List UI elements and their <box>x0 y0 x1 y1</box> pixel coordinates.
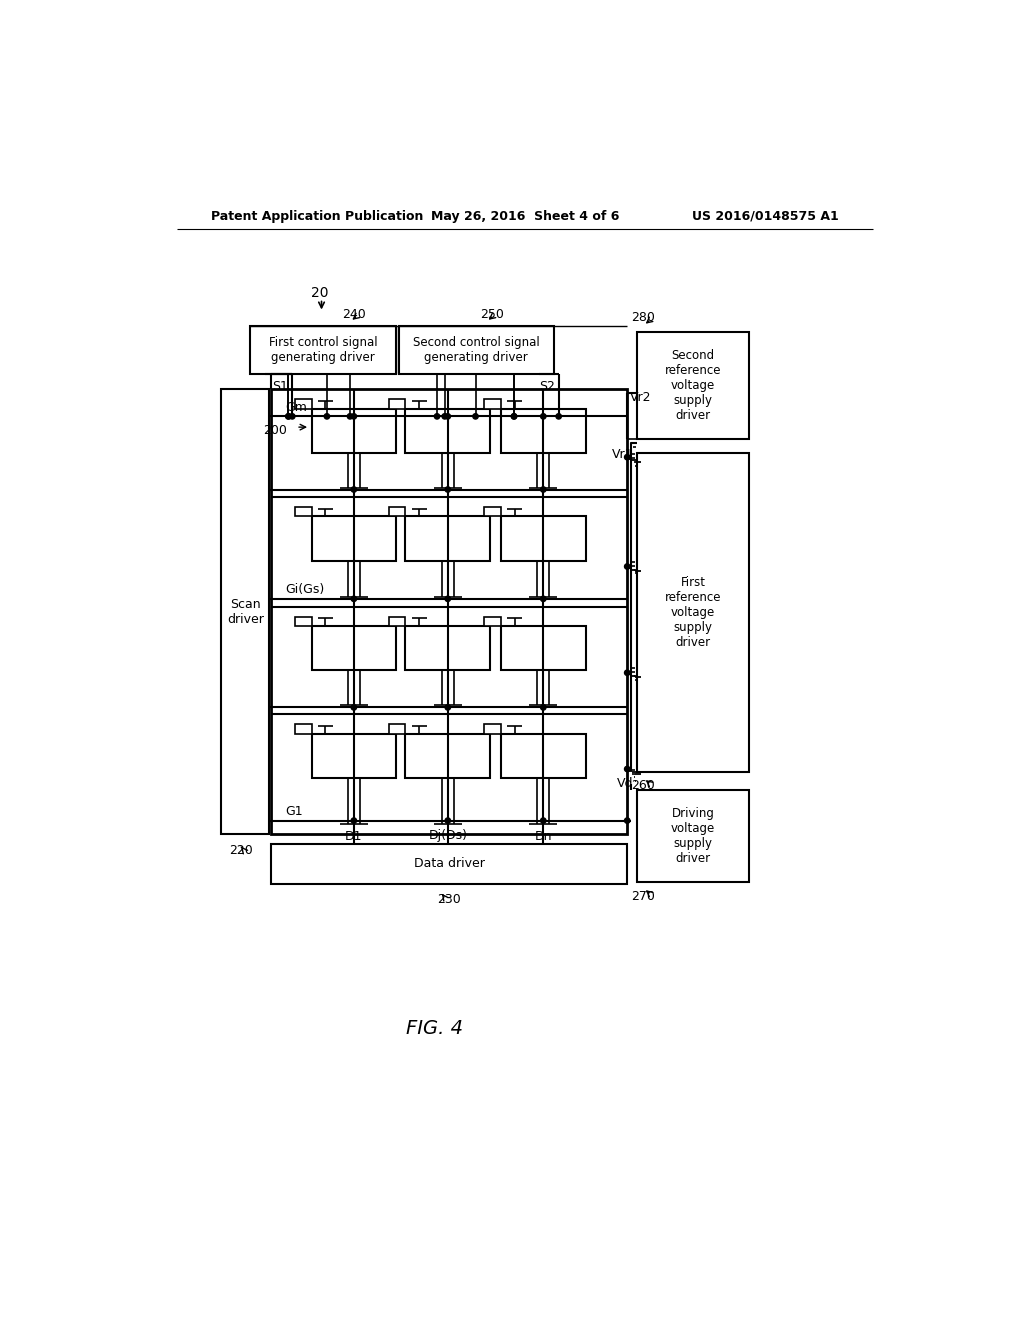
Bar <box>484 400 501 409</box>
Text: G1: G1 <box>286 805 303 818</box>
Text: Second control signal
generating driver: Second control signal generating driver <box>413 337 540 364</box>
Text: 260: 260 <box>631 779 654 792</box>
Circle shape <box>351 705 356 710</box>
Text: Scan
driver: Scan driver <box>227 598 264 626</box>
Circle shape <box>625 564 630 569</box>
Text: Vd: Vd <box>616 777 634 791</box>
Circle shape <box>442 413 447 418</box>
Text: First control signal
generating driver: First control signal generating driver <box>268 337 378 364</box>
Text: Second
reference
voltage
supply
driver: Second reference voltage supply driver <box>665 348 721 422</box>
Circle shape <box>290 413 295 418</box>
Text: 280: 280 <box>631 312 655 325</box>
Bar <box>398 326 554 374</box>
Text: S1: S1 <box>272 380 289 393</box>
Bar <box>388 725 406 734</box>
Circle shape <box>351 413 356 418</box>
Bar <box>271 389 628 834</box>
Text: 200: 200 <box>263 425 287 437</box>
Bar <box>406 734 490 779</box>
Bar <box>484 725 501 734</box>
Text: May 26, 2016  Sheet 4 of 6: May 26, 2016 Sheet 4 of 6 <box>431 210 618 223</box>
Text: 220: 220 <box>229 843 253 857</box>
Bar <box>221 389 269 834</box>
Bar <box>501 516 586 561</box>
Circle shape <box>445 487 451 492</box>
Circle shape <box>347 413 352 418</box>
Text: Gi(Gs): Gi(Gs) <box>286 583 325 597</box>
Bar <box>250 326 396 374</box>
Bar <box>388 616 406 626</box>
Circle shape <box>351 487 356 492</box>
Bar <box>406 516 490 561</box>
Text: Gm: Gm <box>286 400 307 413</box>
Circle shape <box>511 413 517 418</box>
Circle shape <box>511 413 517 418</box>
Bar <box>501 409 586 453</box>
Bar <box>311 516 396 561</box>
Circle shape <box>625 767 630 772</box>
Circle shape <box>445 413 451 418</box>
Circle shape <box>541 413 546 418</box>
Text: D1: D1 <box>345 829 362 842</box>
Bar <box>501 626 586 671</box>
Bar <box>311 734 396 779</box>
Circle shape <box>541 705 546 710</box>
Bar <box>295 725 311 734</box>
Text: Vr1: Vr1 <box>612 449 634 462</box>
Text: Dj(Ds): Dj(Ds) <box>428 829 467 842</box>
Bar <box>637 789 749 882</box>
Circle shape <box>625 671 630 676</box>
Text: 20: 20 <box>310 286 329 300</box>
Circle shape <box>541 597 546 602</box>
Bar <box>295 400 311 409</box>
Text: 270: 270 <box>631 890 655 903</box>
Bar <box>295 507 311 516</box>
Circle shape <box>351 818 356 824</box>
Circle shape <box>625 454 630 459</box>
Circle shape <box>625 818 630 824</box>
Bar <box>271 843 628 884</box>
Text: 250: 250 <box>480 308 505 321</box>
Text: Data driver: Data driver <box>414 857 484 870</box>
Bar <box>406 626 490 671</box>
Text: Patent Application Publication: Patent Application Publication <box>211 210 424 223</box>
Bar <box>388 507 406 516</box>
Text: FIG. 4: FIG. 4 <box>407 1019 463 1038</box>
Circle shape <box>445 705 451 710</box>
Text: S2: S2 <box>539 380 555 393</box>
Bar <box>311 626 396 671</box>
Bar <box>311 409 396 453</box>
Circle shape <box>445 818 451 824</box>
Text: US 2016/0148575 A1: US 2016/0148575 A1 <box>692 210 839 223</box>
Circle shape <box>325 413 330 418</box>
Bar <box>501 734 586 779</box>
Text: First
reference
voltage
supply
driver: First reference voltage supply driver <box>665 576 721 649</box>
Circle shape <box>541 818 546 824</box>
Text: 240: 240 <box>342 308 366 321</box>
Circle shape <box>556 413 561 418</box>
Text: 230: 230 <box>437 892 461 906</box>
Bar <box>637 453 749 772</box>
Text: Driving
voltage
supply
driver: Driving voltage supply driver <box>671 807 715 865</box>
Circle shape <box>286 413 291 418</box>
Circle shape <box>286 413 291 418</box>
Bar <box>388 400 406 409</box>
Bar <box>484 616 501 626</box>
Text: Vr2: Vr2 <box>630 391 651 404</box>
Circle shape <box>445 597 451 602</box>
Bar <box>406 409 490 453</box>
Bar <box>484 507 501 516</box>
Circle shape <box>541 487 546 492</box>
Bar <box>637 331 749 440</box>
Bar <box>295 616 311 626</box>
Circle shape <box>351 597 356 602</box>
Text: Dn: Dn <box>535 829 552 842</box>
Circle shape <box>434 413 439 418</box>
Circle shape <box>473 413 478 418</box>
